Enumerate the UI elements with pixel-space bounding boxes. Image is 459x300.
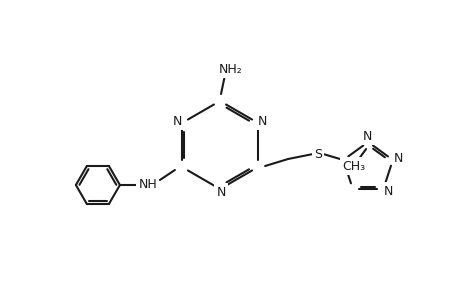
Text: NH₂: NH₂ xyxy=(218,62,242,76)
Text: CH₃: CH₃ xyxy=(342,160,365,172)
Text: N: N xyxy=(173,115,182,128)
Text: S: S xyxy=(313,148,321,160)
Text: N: N xyxy=(257,115,266,128)
Text: N: N xyxy=(216,185,225,199)
Text: NH: NH xyxy=(138,178,157,191)
Text: N: N xyxy=(393,152,403,166)
Text: N: N xyxy=(383,184,392,197)
Text: N: N xyxy=(362,130,371,142)
